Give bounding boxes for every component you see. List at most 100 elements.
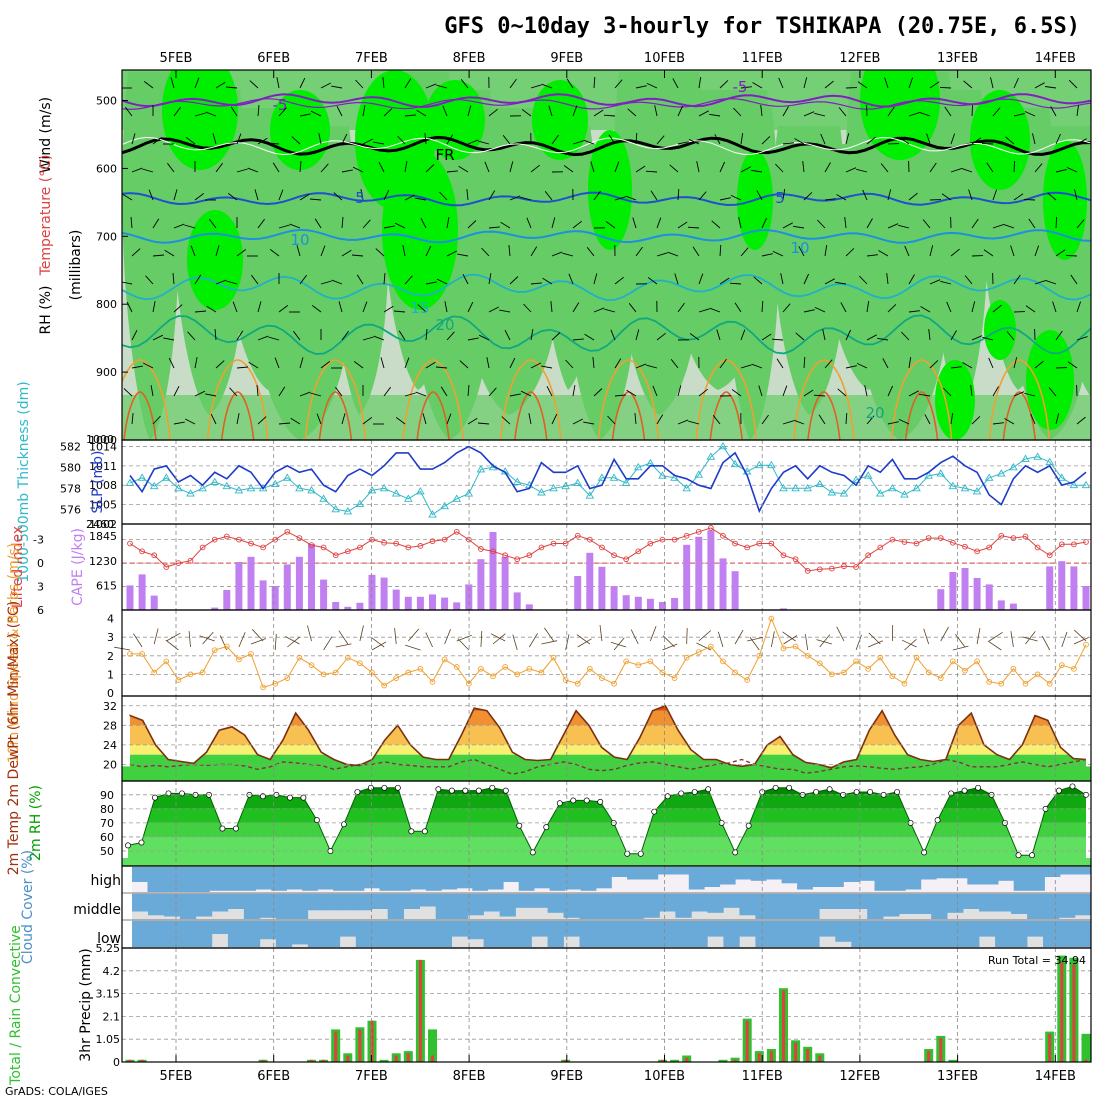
cloud-bar [178, 867, 195, 892]
rh2m-point [462, 787, 469, 794]
rh2m-point [894, 789, 901, 795]
rh-band [128, 822, 1086, 837]
wind-barb [990, 77, 994, 89]
cloud-bar [643, 894, 660, 918]
cloud-bar [995, 921, 1012, 947]
wind-barb [719, 358, 727, 369]
wind-barb-10m [444, 629, 451, 645]
wind-barb [845, 412, 848, 425]
wind-barb [1034, 280, 1046, 285]
wind-speed-line-point [429, 678, 436, 685]
wind-barb-10m [987, 640, 1002, 651]
thickness-line-point [621, 478, 631, 486]
wind-barb [635, 132, 638, 145]
li-line-point [1071, 541, 1077, 548]
wind-barb [572, 220, 582, 229]
rh2m-point [556, 800, 563, 807]
rh2m-point [529, 849, 536, 856]
upper-ylabel-wind: Wind (m/s) [38, 97, 54, 173]
rh2m-point [381, 784, 388, 791]
wind-barb [632, 217, 637, 229]
cloud-bar [947, 894, 964, 913]
rh2m-point [934, 817, 941, 824]
wind-barb [835, 281, 847, 285]
wind-barb [194, 357, 198, 369]
wind-barb [142, 362, 154, 369]
rh-high-region [425, 80, 485, 160]
rh2m-point [354, 789, 361, 795]
wind-barb [236, 330, 244, 341]
cloud-bar [259, 921, 277, 940]
wind-barb [968, 189, 973, 201]
wind-barb [521, 109, 532, 117]
cloud-bar [611, 921, 628, 947]
cloud-bar [766, 867, 782, 880]
cloud-bar [1027, 894, 1044, 919]
wind-barb [820, 133, 826, 145]
wind-barb [963, 80, 973, 89]
wind-barb [502, 135, 511, 145]
cloud-bar [147, 867, 164, 892]
wind-barb [341, 216, 344, 229]
wind-speed-line-point [635, 662, 642, 668]
wind-barb-10m [371, 641, 387, 651]
cloud-bar [595, 894, 612, 919]
cape-bar [1046, 566, 1054, 610]
wind-barb [674, 273, 679, 285]
cloud-bar [403, 894, 420, 909]
wind-barb [187, 331, 196, 341]
cape-bar [332, 602, 340, 610]
cloud-bar [456, 867, 473, 889]
thickness-line-point [428, 510, 437, 518]
wind-barb [818, 414, 826, 425]
wind-barb [669, 164, 679, 173]
wind-barb [970, 385, 973, 397]
wind-speed-line-point [260, 684, 266, 691]
rh2m-point [232, 825, 239, 832]
wind-barb [740, 364, 752, 369]
cape-bar [283, 564, 291, 610]
wind-barb [650, 190, 658, 201]
cloud-bar [874, 867, 891, 891]
wind-barb [780, 273, 784, 285]
cloud-bar [435, 894, 452, 919]
li-line-point [260, 544, 266, 551]
wind-barb [647, 277, 658, 285]
wind-barb [526, 217, 532, 229]
rh2m-point [664, 793, 671, 800]
contour-25 [500, 359, 562, 440]
wind-speed-line-point [586, 665, 593, 672]
li-line-point [357, 544, 363, 551]
contour-30 [220, 391, 255, 440]
wind-barb [761, 217, 768, 229]
li-line-point [611, 552, 617, 559]
rh-ytick: 50 [100, 845, 114, 858]
cloud-bar [563, 894, 580, 918]
cloud-bar [963, 921, 980, 947]
cape-bar [707, 530, 715, 610]
wind-barb [310, 110, 322, 117]
wind-barb [130, 216, 133, 229]
panel-frame [121, 523, 1092, 611]
cloud-bar [936, 867, 953, 879]
cape-bar [1070, 566, 1078, 610]
upper-ytick: 900 [96, 366, 117, 379]
rh2m-point [448, 787, 455, 794]
wind-barb [943, 387, 952, 397]
wind-barb [1055, 330, 1063, 341]
li-line-point [937, 535, 944, 541]
wind-speed-line-point [127, 651, 133, 657]
cape-bar [695, 536, 703, 610]
wind-barb [415, 197, 427, 201]
wind-barb [677, 188, 680, 201]
wind-barb [803, 111, 815, 117]
cape-bar [937, 589, 945, 610]
cape-bar [1082, 586, 1090, 610]
thickness-line-point [827, 488, 837, 496]
wind-barb [887, 304, 897, 313]
wind-barb [375, 248, 385, 257]
thickness-line-point [1081, 480, 1091, 489]
wind-barb [440, 386, 448, 397]
wind-speed-line-point [344, 654, 351, 661]
cape-bar [380, 577, 388, 610]
